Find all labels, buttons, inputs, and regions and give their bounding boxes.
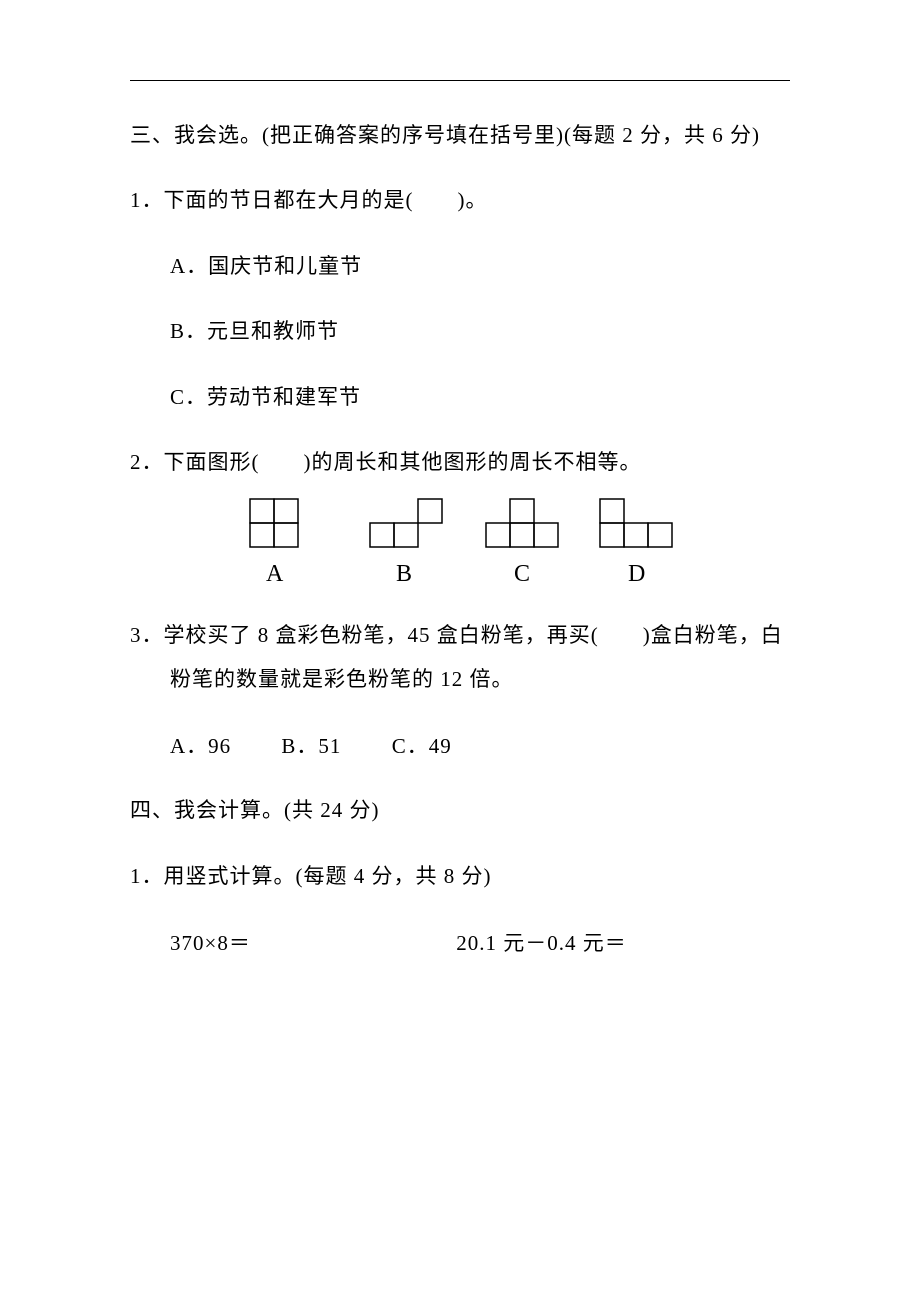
- s3-q3-option-a: A．96: [170, 734, 231, 758]
- s3-q3-stem-line1: 3．学校买了 8 盒彩色粉笔，45 盒白粉笔，再买( )盒白粉笔，白: [130, 621, 790, 650]
- calc-1: 370×8＝: [170, 927, 450, 957]
- s3-q3-stem-line2: 粉笔的数量就是彩色粉笔的 12 倍。: [130, 665, 790, 694]
- section-4-heading: 四、我会计算。(共 24 分): [130, 796, 790, 825]
- s3-q1-option-a: A．国庆节和儿童节: [130, 252, 790, 281]
- s3-q1-option-b: B．元旦和教师节: [130, 317, 790, 346]
- s3-q2-figure: [130, 495, 790, 553]
- s3-q3-options: A．96 B．51 C．49: [130, 730, 790, 760]
- s4-q1-calcs: 370×8＝ 20.1 元－0.4 元＝: [130, 927, 790, 957]
- s4-q1-stem: 1．用竖式计算。(每题 4 分，共 8 分): [130, 862, 790, 891]
- s3-q3-option-b: B．51: [281, 734, 341, 758]
- section-3-heading: 三、我会选。(把正确答案的序号填在括号里)(每题 2 分，共 6 分): [130, 121, 790, 150]
- s3-q2-stem: 2．下面图形( )的周长和其他图形的周长不相等。: [130, 448, 790, 477]
- s3-q1-option-c: C．劳动节和建军节: [130, 383, 790, 412]
- page-top-rule: [130, 80, 790, 81]
- s3-q3-option-c: C．49: [392, 734, 452, 758]
- s3-q2-figure-labels: ABCD: [130, 561, 790, 591]
- s3-q1-stem: 1．下面的节日都在大月的是( )。: [130, 186, 790, 215]
- calc-2: 20.1 元－0.4 元＝: [456, 931, 627, 955]
